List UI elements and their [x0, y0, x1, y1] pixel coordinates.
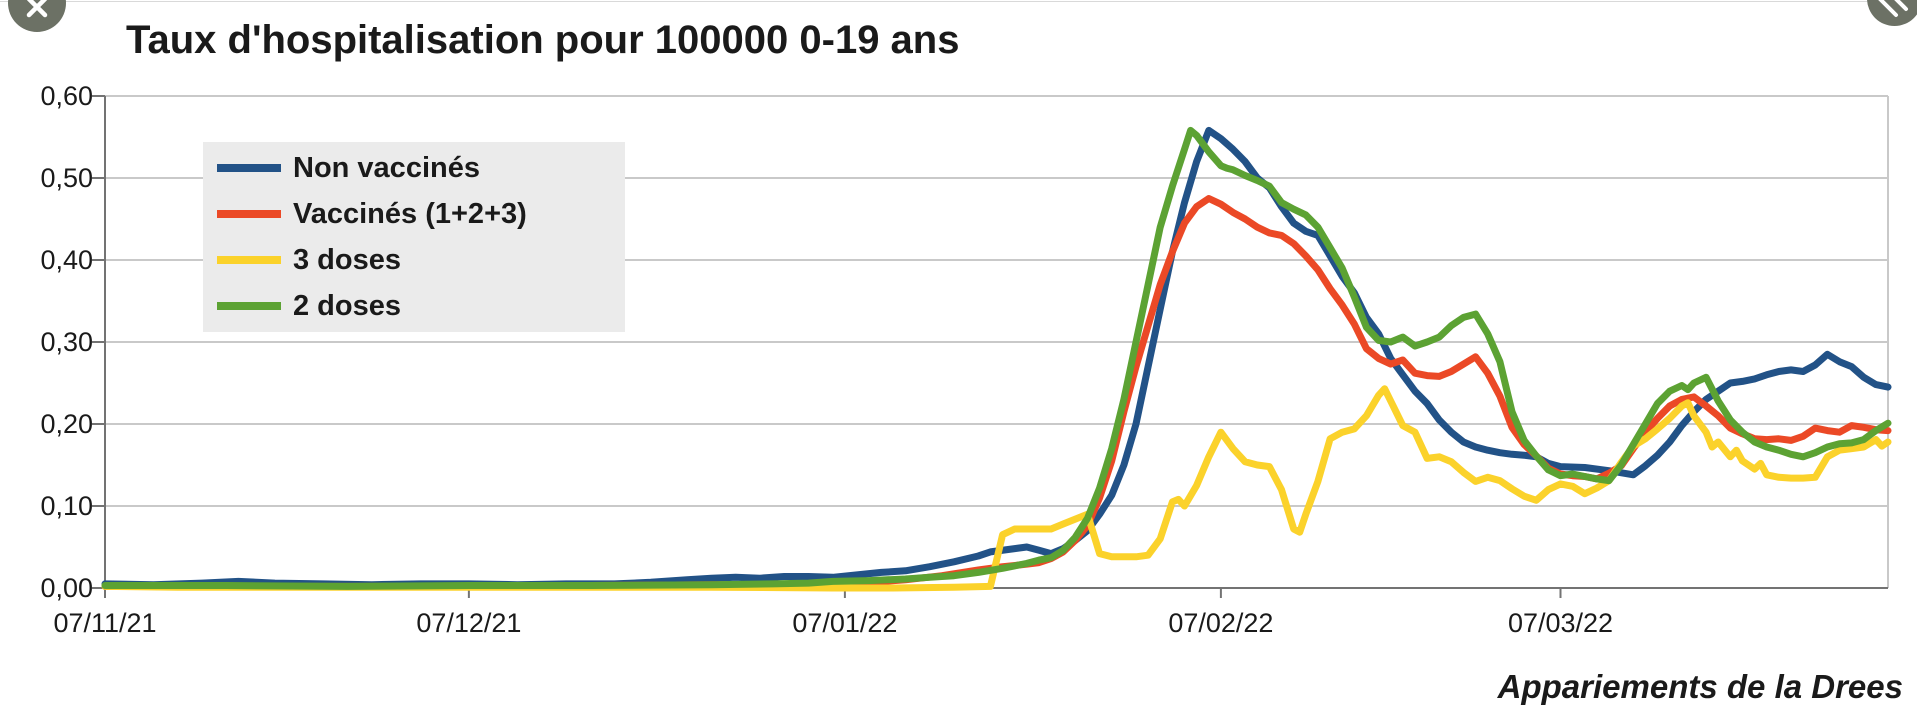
y-axis-label: 0,40	[40, 245, 93, 275]
x-axis-label: 07/03/22	[1507, 608, 1614, 638]
share-icon	[1878, 0, 1908, 17]
top-border-line	[0, 1, 1917, 2]
legend-item: Non vaccinés	[217, 145, 625, 191]
legend-swatch	[217, 210, 281, 218]
legend-swatch	[217, 164, 281, 172]
legend-label: 3 doses	[293, 243, 401, 276]
chart-title: Taux d'hospitalisation pour 100000 0-19 …	[126, 18, 960, 62]
legend-label: Vaccinés (1+2+3)	[293, 197, 527, 230]
chart-legend: Non vaccinés Vaccinés (1+2+3) 3 doses 2 dos…	[203, 142, 625, 332]
y-axis-label: 0,50	[40, 163, 93, 193]
x-axis-label: 07/02/22	[1168, 608, 1274, 638]
legend-label: 2 doses	[293, 289, 401, 322]
legend-label: Non vaccinés	[293, 151, 480, 184]
source-note: Appariements de la Drees	[1497, 668, 1903, 705]
legend-swatch	[217, 302, 281, 310]
x-axis-label: 07/12/21	[416, 608, 522, 638]
x-axis-label: 07/11/21	[53, 608, 157, 638]
share-button[interactable]	[1867, 0, 1917, 26]
y-axis-label: 0,30	[40, 327, 93, 357]
legend-swatch	[217, 256, 281, 264]
legend-item: 2 doses	[217, 283, 625, 329]
y-axis-label: 0,60	[40, 81, 93, 111]
y-axis-label: 0,20	[40, 409, 93, 439]
y-axis-label: 0,10	[40, 491, 93, 521]
series-line-2-doses	[101, 126, 1892, 590]
legend-item: 3 doses	[217, 237, 625, 283]
y-axis-label: 0,00	[40, 573, 93, 603]
x-axis-label: 07/01/22	[792, 608, 898, 638]
close-icon	[26, 0, 48, 18]
series-line-3-doses	[101, 385, 1892, 592]
legend-item: Vaccinés (1+2+3)	[217, 191, 625, 237]
close-button[interactable]	[8, 0, 66, 32]
